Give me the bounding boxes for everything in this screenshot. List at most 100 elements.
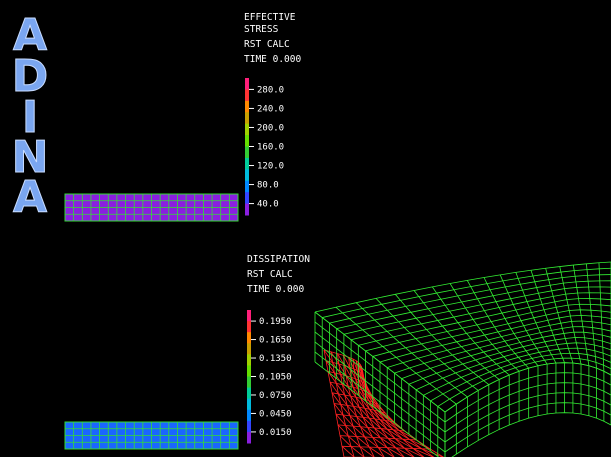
tool-mesh-edge xyxy=(380,428,388,430)
tool-mesh-edge xyxy=(392,429,403,440)
tool-mesh-edge xyxy=(341,446,355,457)
tool-mesh-edge xyxy=(348,385,354,388)
tool-mesh-edge xyxy=(377,447,395,457)
tool-mesh-edge xyxy=(360,398,365,409)
tool-mesh-edge xyxy=(329,381,337,384)
tool-mesh-edge xyxy=(352,425,365,438)
tool-mesh-edge xyxy=(338,393,345,396)
tool-mesh-edge xyxy=(344,365,352,378)
model-mesh-line xyxy=(394,326,611,374)
tool-mesh-edge xyxy=(333,403,341,405)
tool-mesh-edge xyxy=(332,361,339,365)
tool-mesh-edge xyxy=(398,430,410,440)
tool-mesh-edge xyxy=(395,447,405,457)
legend-tick-label: 120.0 xyxy=(257,162,284,172)
tool-mesh-edge xyxy=(323,349,333,363)
tool-mesh-edge xyxy=(377,403,386,414)
legend-color-segment xyxy=(247,343,251,355)
tool-mesh-edge xyxy=(360,426,368,428)
legend-color-segment xyxy=(247,365,251,377)
tool-mesh-edge xyxy=(325,360,329,372)
tool-mesh-edge xyxy=(342,414,354,427)
tool-mesh-edge xyxy=(335,414,339,425)
tool-mesh-edge xyxy=(355,397,360,408)
tool-mesh-edge xyxy=(384,420,400,431)
tool-mesh-edge xyxy=(386,428,403,440)
tool-mesh-edge xyxy=(356,416,364,418)
tool-mesh-edge xyxy=(356,416,361,427)
tool-mesh-edge xyxy=(343,355,351,368)
tool-mesh-edge xyxy=(353,386,358,389)
tool-mesh-edge xyxy=(356,436,361,447)
tool-mesh-edge xyxy=(355,397,365,409)
logo-letter: I xyxy=(21,92,39,143)
tool-mesh-edge xyxy=(353,406,364,418)
tool-mesh-edge xyxy=(345,375,354,388)
legend-tick-label: 240.0 xyxy=(257,104,284,114)
tool-mesh-edge xyxy=(325,360,335,374)
green-3d-mesh-model[interactable] xyxy=(314,261,611,457)
dissipation-mesh-plate[interactable] xyxy=(64,421,239,450)
legend-color-segment xyxy=(247,321,251,333)
tool-mesh-edge xyxy=(350,395,360,408)
tool-mesh-edge xyxy=(374,427,389,439)
legend-color-segment xyxy=(245,203,249,216)
tool-mesh-edge xyxy=(372,437,388,448)
legend-color-segment xyxy=(247,409,251,422)
tool-mesh-edge xyxy=(387,437,397,449)
tool-mesh-edge xyxy=(364,436,370,448)
tool-mesh-edge xyxy=(359,446,375,457)
tool-mesh-edge xyxy=(369,417,375,420)
legend-tick-label: 0.1050 xyxy=(259,373,292,383)
tool-mesh-edge xyxy=(329,382,333,393)
legend-tick-label: 160.0 xyxy=(257,143,284,153)
tool-mesh-edge xyxy=(380,437,397,449)
tool-mesh-edge xyxy=(336,382,343,386)
legend-color-segment xyxy=(245,112,249,125)
title-line: TIME 0.000 xyxy=(247,284,305,295)
legend-tick-label: 280.0 xyxy=(257,85,284,95)
tool-mesh-edge xyxy=(335,413,344,416)
red-tool-mesh[interactable] xyxy=(323,349,445,457)
tool-mesh-edge xyxy=(335,413,346,426)
legend-tick-label: 0.1650 xyxy=(259,336,292,346)
title-line: RST CALC xyxy=(247,269,293,280)
tool-mesh-edge xyxy=(344,365,347,376)
tool-mesh-edge xyxy=(350,377,354,388)
tool-mesh-edge xyxy=(344,394,348,406)
tool-mesh-edge xyxy=(346,375,352,378)
model-mesh-line xyxy=(444,382,611,433)
stress-mesh-plate[interactable] xyxy=(64,193,239,222)
tool-mesh-edge xyxy=(349,366,355,370)
tool-mesh-edge xyxy=(333,403,337,415)
tool-mesh-edge xyxy=(349,415,361,428)
tool-mesh-edge xyxy=(404,447,425,457)
legend-color-segment xyxy=(247,354,251,366)
legend-color-segment xyxy=(247,387,251,400)
tool-mesh-edge xyxy=(334,372,341,375)
tool-mesh-edge xyxy=(352,358,355,369)
model-mesh-line xyxy=(444,392,611,443)
tool-mesh-edge xyxy=(361,367,365,378)
legend-tick-label: 0.0150 xyxy=(259,428,292,438)
title-line: TIME 0.000 xyxy=(244,54,302,65)
tool-mesh-edge xyxy=(347,385,357,398)
tool-mesh-edge xyxy=(404,447,415,457)
tool-mesh-edge xyxy=(342,384,351,397)
model-mesh-line xyxy=(394,294,490,385)
tool-mesh-edge xyxy=(395,438,414,449)
tool-mesh-edge xyxy=(346,405,358,417)
tool-mesh-edge xyxy=(340,374,349,387)
dissipation-color-legend: 0.1950 0.1650 0.1350 0.1050 0.0750 0.0450 0.01… xyxy=(247,310,292,444)
tool-mesh-edge xyxy=(402,438,414,449)
stress-color-legend: 280.0 240.0 200.0 160.0 120.0 80.0 40.0 xyxy=(245,78,284,216)
model-mesh-line xyxy=(466,280,529,369)
tool-mesh-edge xyxy=(353,368,356,379)
tool-mesh-edge xyxy=(362,417,375,429)
tool-mesh-edge xyxy=(350,377,359,389)
tool-mesh-edge xyxy=(373,409,381,420)
tool-mesh-edge xyxy=(352,425,357,437)
legend-color-segment xyxy=(247,332,251,344)
